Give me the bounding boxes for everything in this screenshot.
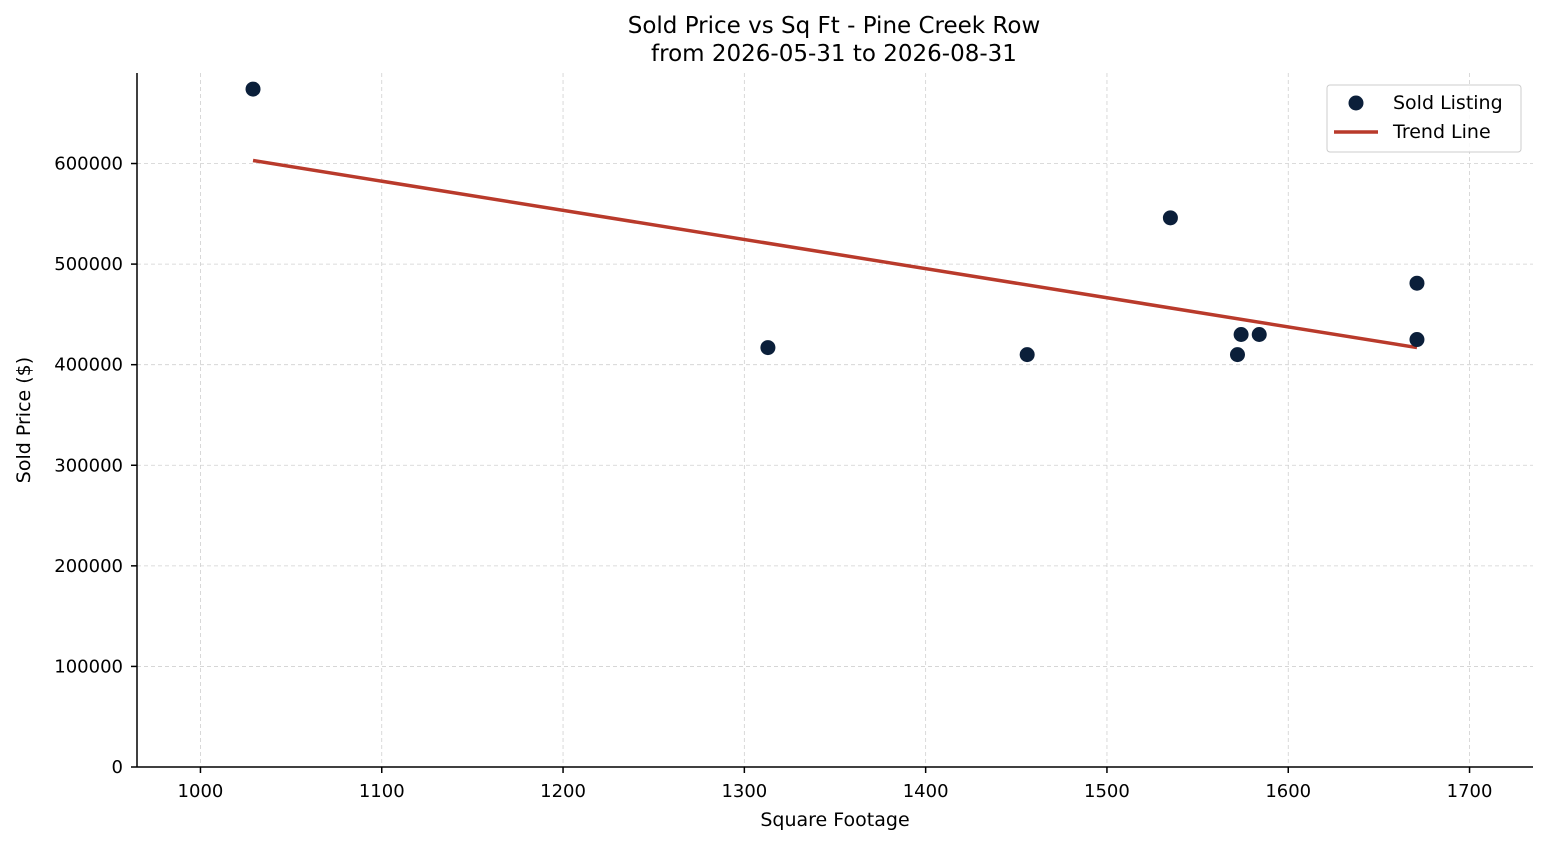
- legend: Sold Listing Trend Line: [1326, 84, 1522, 153]
- trend-line: [252, 158, 1418, 350]
- x-tick-label: 1300: [721, 781, 767, 802]
- x-tick-label: 1500: [1084, 781, 1130, 802]
- y-tick-label: 200000: [54, 556, 123, 577]
- x-tick-label: 1700: [1447, 781, 1493, 802]
- chart-title-line1: Sold Price vs Sq Ft - Pine Creek Row: [628, 13, 1041, 39]
- data-point: [1162, 210, 1178, 226]
- x-tick-label: 1600: [1265, 781, 1311, 802]
- data-point: [245, 81, 261, 97]
- legend-sold-listing-marker: [1348, 95, 1364, 111]
- y-axis-label: Sold Price ($): [13, 357, 35, 483]
- x-axis-label: Square Footage: [760, 809, 909, 831]
- y-tick-label: 400000: [54, 355, 123, 376]
- legend-trend-line-label: Trend Line: [1392, 121, 1491, 143]
- legend-sold-listing-label: Sold Listing: [1393, 92, 1503, 114]
- data-point: [1251, 327, 1267, 343]
- y-tick-label: 600000: [54, 154, 123, 175]
- x-tick-label: 1200: [540, 781, 586, 802]
- y-tick-label: 500000: [54, 254, 123, 275]
- data-point: [1233, 327, 1249, 343]
- data-point: [1229, 347, 1245, 363]
- chart-title-line2: from 2026-05-31 to 2026-08-31: [651, 41, 1017, 67]
- data-point: [1019, 347, 1035, 363]
- y-axis-ticks: 0 100000 200000 300000 400000 500000 600000: [54, 154, 137, 778]
- data-point: [1409, 332, 1425, 348]
- grid: [137, 73, 1533, 767]
- y-tick-label: 300000: [54, 455, 123, 476]
- data-point: [1409, 275, 1425, 291]
- trend-layer: [252, 158, 1418, 350]
- legend-box: [1326, 84, 1522, 153]
- y-tick-label: 0: [112, 757, 123, 778]
- data-point: [760, 340, 776, 356]
- x-tick-label: 1100: [359, 781, 405, 802]
- x-tick-label: 1400: [903, 781, 949, 802]
- x-tick-label: 1000: [178, 781, 224, 802]
- y-tick-label: 100000: [54, 656, 123, 677]
- points-layer: [245, 81, 1425, 363]
- x-axis-ticks: 1000 1100 1200 1300 1400 1500 1600 1700: [178, 767, 1493, 802]
